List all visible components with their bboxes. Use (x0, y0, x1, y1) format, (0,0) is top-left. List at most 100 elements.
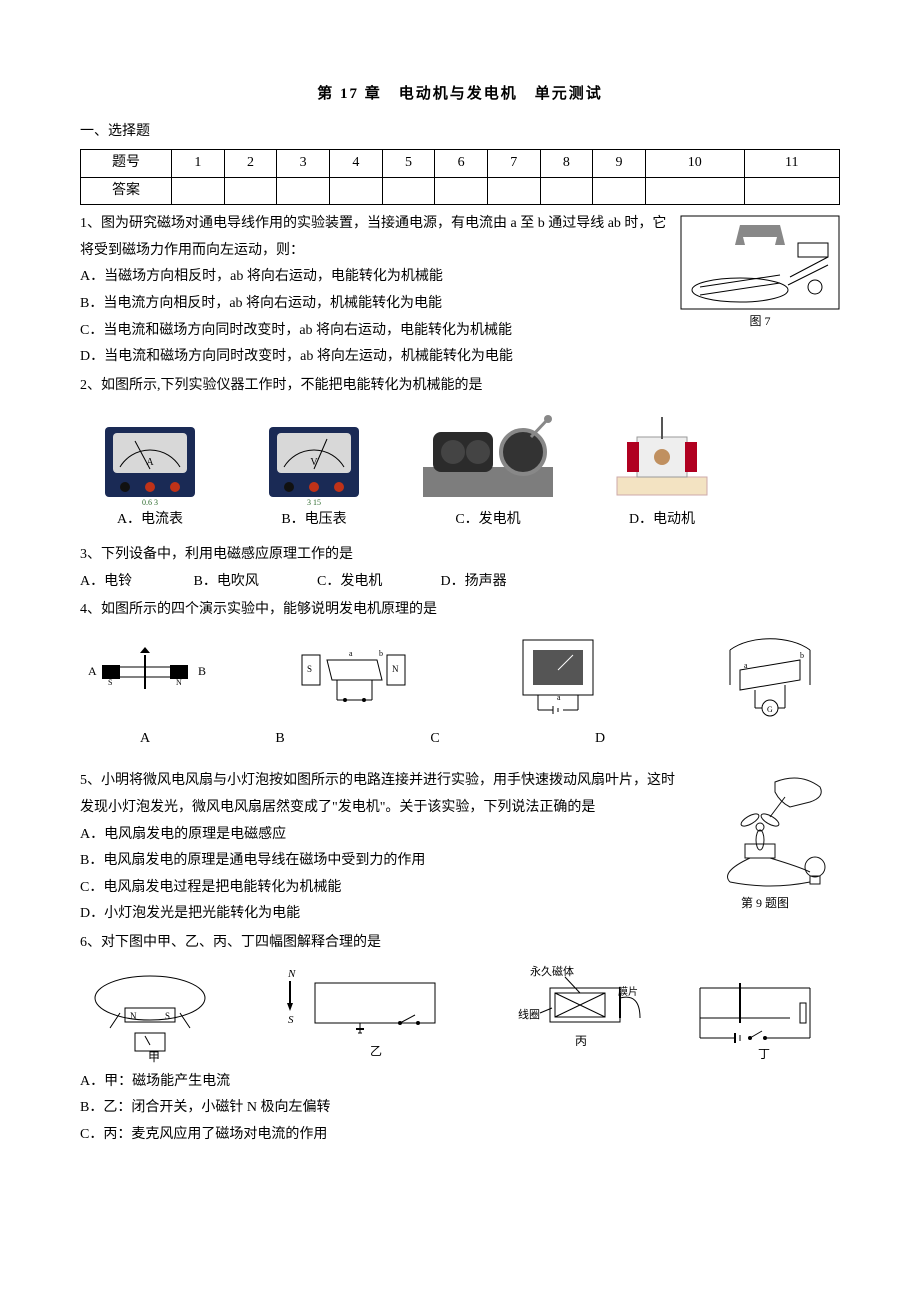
q6-stem: 6、对下图中甲、乙、丙、丁四幅图解释合理的是 (80, 930, 840, 957)
svg-text:0.6 3: 0.6 3 (142, 498, 158, 507)
svg-text:N: N (176, 678, 182, 687)
svg-text:a: a (557, 693, 561, 702)
row-label: 题号 (81, 150, 172, 178)
voltmeter-icon: V 3 15 (259, 407, 369, 507)
question-4: 4、如图所示的四个演示实验中，能够说明发电机原理的是 A S N B S N a… (80, 597, 840, 752)
section-heading: 一、选择题 (80, 119, 840, 146)
q3-optD: D．扬声器 (441, 569, 561, 596)
q3-stem: 3、下列设备中，利用电磁感应原理工作的是 (80, 542, 840, 569)
q4-labelD: D (520, 726, 680, 753)
q2-optB-label: B．电压表 (244, 507, 384, 534)
ans-cell (645, 177, 744, 205)
q2-optD-label: D．电动机 (592, 507, 732, 534)
question-5: 第 9 题图 5、小明将微风电风扇与小灯泡按如图所示的电路连接并进行实验，用手快… (80, 768, 840, 928)
ans-cell (744, 177, 839, 205)
svg-text:S: S (165, 1011, 170, 1021)
svg-text:丙: 丙 (575, 1034, 587, 1048)
q4-labelC: C (350, 726, 520, 753)
q1-fig-caption: 图 7 (680, 310, 840, 333)
table-row: 题号 1 2 3 4 5 6 7 8 9 10 11 (81, 150, 840, 178)
q4-figD-icon: a b G (700, 630, 840, 720)
ans-cell (487, 177, 540, 205)
q2-optB-col: V 3 15 B．电压表 (244, 407, 384, 534)
svg-text:线圈: 线圈 (518, 1007, 540, 1021)
ammeter-icon: A 0.6 3 (95, 407, 205, 507)
col-cell: 7 (487, 150, 540, 178)
col-cell: 10 (645, 150, 744, 178)
svg-text:a: a (744, 661, 748, 670)
col-cell: 3 (277, 150, 330, 178)
q5-figure: 第 9 题图 (690, 772, 840, 915)
question-1: 图 7 1、图为研究磁场对通电导线作用的实验装置，当接通电源，有电流由 a 至 … (80, 211, 840, 371)
answer-table: 题号 1 2 3 4 5 6 7 8 9 10 11 答案 (80, 149, 840, 205)
svg-text:永久磁体: 永久磁体 (530, 964, 574, 978)
q3-optC: C．发电机 (317, 569, 437, 596)
ans-cell (540, 177, 593, 205)
q2-images: A 0.6 3 A．电流表 V (80, 407, 840, 534)
svg-text:b: b (800, 651, 804, 660)
generator-icon (413, 407, 563, 507)
svg-text:N: N (392, 664, 399, 674)
col-cell: 1 (172, 150, 225, 178)
question-2: 2、如图所示,下列实验仪器工作时，不能把电能转化为机械能的是 A 0.6 3 A… (80, 373, 840, 534)
table-row: 答案 (81, 177, 840, 205)
col-cell: 6 (435, 150, 488, 178)
q6-bing-icon: 永久磁体 膜片 线圈 丙 (480, 963, 660, 1063)
col-cell: 11 (744, 150, 839, 178)
question-3: 3、下列设备中，利用电磁感应原理工作的是 A．电铃 B．电吹风 C．发电机 D．… (80, 542, 840, 595)
svg-text:V: V (310, 457, 318, 468)
svg-text:b: b (379, 649, 383, 658)
svg-text:3 15: 3 15 (307, 498, 321, 507)
svg-text:S: S (108, 678, 112, 687)
q3-optA: A．电铃 (80, 569, 190, 596)
ans-cell (172, 177, 225, 205)
ans-cell (382, 177, 435, 205)
row-label: 答案 (81, 177, 172, 205)
ans-cell (593, 177, 646, 205)
q4-figB-icon: S N a b (287, 630, 427, 720)
svg-text:N: N (130, 1011, 137, 1021)
svg-text:a: a (349, 649, 353, 658)
q2-optA-label: A．电流表 (80, 507, 220, 534)
q1-optD: D．当电流和磁场方向同时改变时，ab 将向左运动，机械能转化为电能 (80, 344, 840, 371)
q3-optB: B．电吹风 (194, 569, 314, 596)
q4-diagrams: A S N B S N a b (80, 630, 840, 720)
svg-text:S: S (288, 1014, 294, 1026)
q4-labelB: B (210, 726, 350, 753)
ans-cell (224, 177, 277, 205)
q1-figure: 图 7 (680, 215, 840, 333)
svg-text:S: S (307, 664, 312, 674)
q4-figA-icon: A S N B (80, 635, 210, 715)
q2-optA-col: A 0.6 3 A．电流表 (80, 407, 220, 534)
q6-diagrams: N S 甲 N S 乙 永久磁体 (80, 963, 840, 1063)
svg-text:乙: 乙 (370, 1044, 382, 1058)
svg-text:A: A (88, 664, 97, 678)
col-cell: 4 (330, 150, 383, 178)
q2-optC-label: C．发电机 (408, 507, 568, 534)
svg-text:N: N (287, 968, 296, 980)
col-cell: 9 (593, 150, 646, 178)
q4-stem: 4、如图所示的四个演示实验中，能够说明发电机原理的是 (80, 597, 840, 624)
motor-icon (602, 407, 722, 507)
ans-cell (277, 177, 330, 205)
col-cell: 8 (540, 150, 593, 178)
q6-optA: A．甲：磁场能产生电流 (80, 1069, 840, 1096)
q2-stem: 2、如图所示,下列实验仪器工作时，不能把电能转化为机械能的是 (80, 373, 840, 400)
q6-jia-icon: N S 甲 (80, 963, 240, 1063)
q6-ding-icon: 丁 (680, 963, 840, 1063)
svg-text:G: G (767, 705, 773, 714)
col-cell: 2 (224, 150, 277, 178)
question-6: 6、对下图中甲、乙、丙、丁四幅图解释合理的是 N S 甲 N S (80, 930, 840, 1148)
ans-cell (435, 177, 488, 205)
svg-text:甲: 甲 (148, 1050, 160, 1063)
q5-fig-caption: 第 9 题图 (690, 892, 840, 915)
q6-yi-icon: N S 乙 (260, 963, 460, 1063)
q4-figC-icon: a (503, 630, 623, 720)
col-cell: 5 (382, 150, 435, 178)
svg-text:丁: 丁 (758, 1047, 770, 1061)
ans-cell (330, 177, 383, 205)
q6-optB: B．乙：闭合开关，小磁针 N 极向左偏转 (80, 1095, 840, 1122)
svg-text:A: A (146, 457, 154, 468)
q4-labelA: A (80, 726, 210, 753)
q6-optC: C．丙：麦克风应用了磁场对电流的作用 (80, 1122, 840, 1149)
